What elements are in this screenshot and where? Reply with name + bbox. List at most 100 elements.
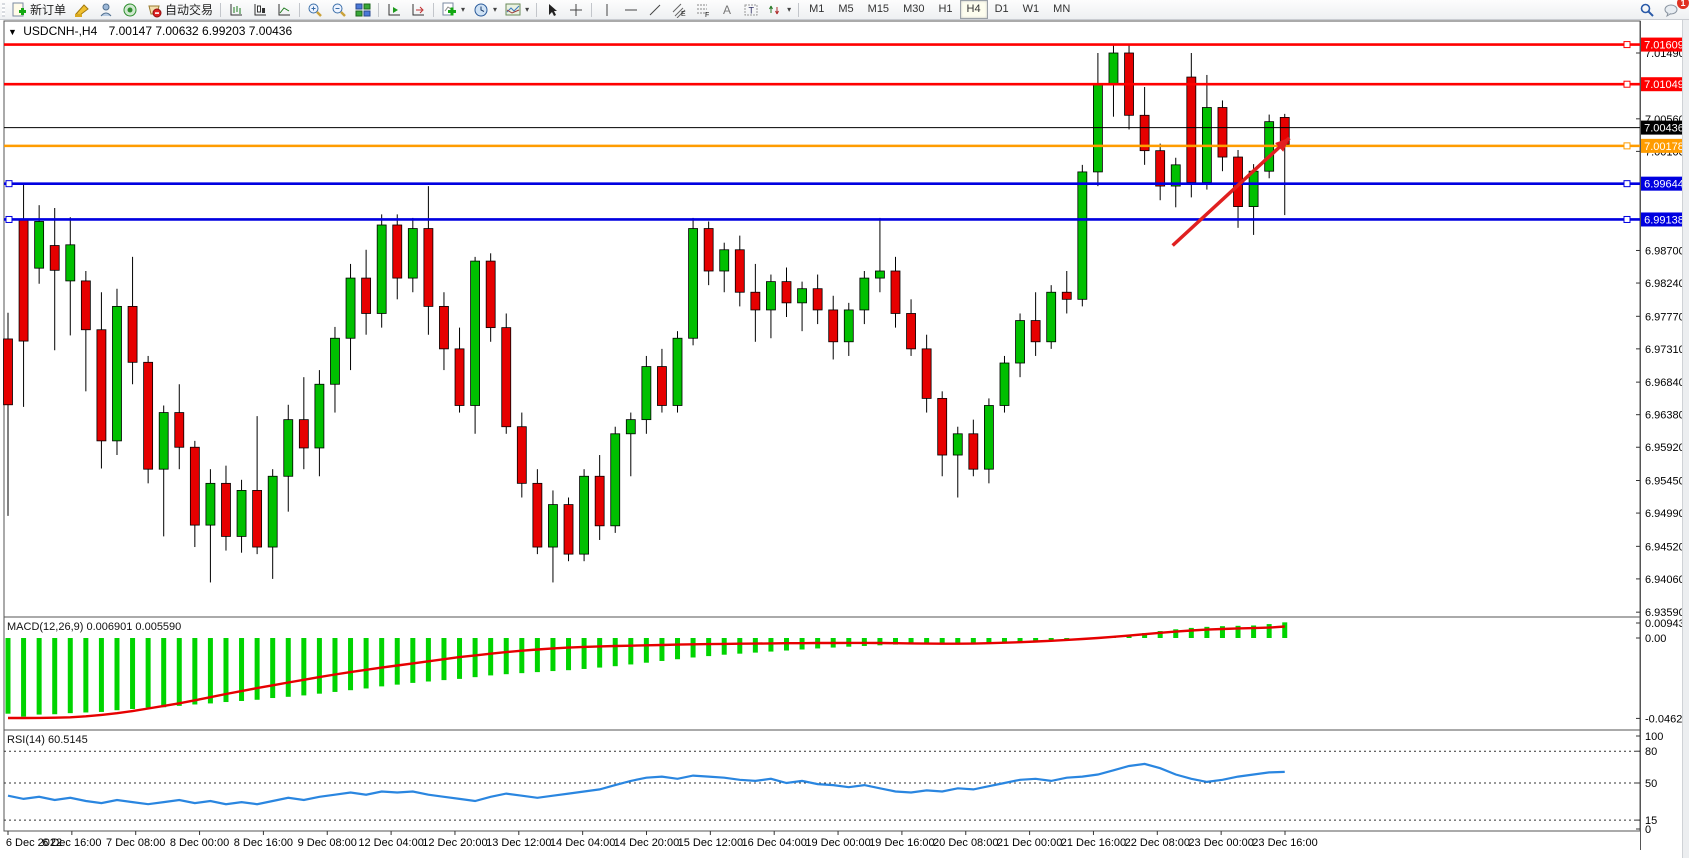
- rsi-line: [7, 762, 1285, 806]
- candle-body: [298, 419, 309, 449]
- cursor-button[interactable]: [540, 1, 564, 18]
- macd-histogram-bar: [503, 638, 509, 675]
- window-edge-strip: [1682, 20, 1689, 858]
- highlighter-button[interactable]: [70, 1, 94, 18]
- shapes-button[interactable]: ▾: [763, 1, 795, 18]
- auto-scroll-button[interactable]: [406, 1, 430, 18]
- line-handle[interactable]: [1623, 41, 1631, 49]
- price-tick-label: 6.97310: [1645, 344, 1685, 356]
- chart-bars-button[interactable]: [224, 1, 248, 18]
- price-tick-label: 6.98700: [1645, 245, 1685, 257]
- candle-body: [439, 305, 449, 350]
- zoom-in-button[interactable]: [303, 1, 327, 18]
- timeframe-button-D1[interactable]: D1: [994, 3, 1009, 15]
- chart-title[interactable]: ▼ USDCNH-,H4 7.00147 7.00632 6.99203 7.0…: [8, 24, 292, 38]
- candle-body: [688, 228, 698, 339]
- chart-dropdown-icon[interactable]: ▼: [8, 27, 17, 37]
- toolbar-separator: [378, 2, 380, 17]
- macd-histogram-bar: [316, 638, 322, 694]
- timeframe-button-M30[interactable]: M30: [903, 3, 925, 15]
- macd-axis-label: 0.00943: [1645, 618, 1685, 630]
- macd-panel[interactable]: [3, 616, 1641, 731]
- signal-button[interactable]: [118, 1, 142, 18]
- timeframe-button-M1[interactable]: M1: [809, 3, 825, 15]
- toolbar-separator: [433, 2, 435, 17]
- periods-button[interactable]: ▾: [469, 1, 501, 18]
- macd-histogram-bar: [768, 638, 774, 652]
- trend-arrow-line[interactable]: [1171, 136, 1291, 247]
- rsi-panel[interactable]: [3, 729, 1641, 832]
- templates-button[interactable]: ▾: [501, 1, 533, 18]
- zoom-out-button[interactable]: [327, 1, 351, 18]
- chart-window[interactable]: 7.014907.005607.001006.987006.982406.977…: [0, 20, 1689, 858]
- timeframe-button-MN[interactable]: MN: [1053, 3, 1071, 15]
- macd-histogram-bar: [192, 638, 198, 705]
- line-handle[interactable]: [1623, 142, 1631, 150]
- line-handle[interactable]: [5, 215, 13, 223]
- indicators-button[interactable]: ▾: [437, 1, 469, 18]
- chart-candles-button[interactable]: [248, 1, 272, 18]
- timeframe-button-H1[interactable]: H1: [938, 3, 953, 15]
- candle-body: [80, 280, 91, 331]
- candle-body: [1046, 291, 1057, 343]
- main-panel[interactable]: [3, 20, 1641, 618]
- candle-body: [594, 475, 605, 527]
- macd-histogram-bar: [348, 638, 354, 691]
- text-label-button[interactable]: T: [739, 1, 763, 18]
- candle-chart-icon: [252, 2, 268, 18]
- level-price-label-box: [1641, 37, 1687, 52]
- macd-histogram-bar: [690, 638, 696, 658]
- new-order-button[interactable]: 新订单: [7, 1, 70, 18]
- line-handle[interactable]: [1623, 180, 1631, 188]
- timeframe-button-H4[interactable]: H4: [959, 0, 988, 19]
- chart-line-button[interactable]: [272, 1, 296, 18]
- candle-body: [625, 419, 636, 435]
- candle-body: [407, 228, 418, 279]
- macd-histogram-bar: [52, 638, 58, 715]
- timeframe-group: M1 M5 M15 M30 H1 H4 D1 W1 MN: [802, 0, 1077, 19]
- hline-button[interactable]: [619, 1, 643, 18]
- line-handle[interactable]: [1623, 80, 1631, 88]
- chart-shift-button[interactable]: [382, 1, 406, 18]
- candle-body: [968, 433, 979, 470]
- candle-body: [828, 309, 839, 343]
- channel-button[interactable]: E: [667, 1, 691, 18]
- search-button[interactable]: [1635, 1, 1659, 18]
- line-handle[interactable]: [1623, 215, 1631, 223]
- chart-canvas[interactable]: 7.014907.005607.001006.987006.982406.977…: [0, 20, 1689, 858]
- notifications-button[interactable]: 1: [1659, 0, 1689, 18]
- level-price-label: 6.99644: [1644, 179, 1684, 191]
- candle-body: [641, 366, 652, 421]
- text-button[interactable]: A: [715, 1, 739, 18]
- toolbar-grip[interactable]: [2, 2, 5, 17]
- macd-histogram-bar: [939, 638, 945, 644]
- time-axis-label: 23 Dec 00:00: [1188, 837, 1253, 849]
- candle-body: [657, 366, 667, 406]
- fibonacci-button[interactable]: F: [691, 1, 715, 18]
- candle-body: [376, 224, 387, 314]
- zoom-in-icon: [307, 2, 323, 18]
- vline-button[interactable]: [595, 1, 619, 18]
- trendline-button[interactable]: [643, 1, 667, 18]
- auto-trading-label: 自动交易: [165, 3, 214, 17]
- price-tick-label: 6.98240: [1645, 278, 1685, 290]
- candle-body: [750, 291, 761, 311]
- trade-levels-button[interactable]: [94, 1, 118, 18]
- timeframe-button-M5[interactable]: M5: [838, 3, 854, 15]
- line-handle[interactable]: [5, 180, 13, 188]
- candle-body: [330, 337, 340, 385]
- chat-bubble-icon: [1663, 2, 1679, 18]
- crosshair-button[interactable]: [564, 1, 588, 18]
- timeframe-button-M15[interactable]: M15: [867, 3, 890, 15]
- time-axis-label: 12 Dec 04:00: [358, 837, 423, 849]
- macd-histogram-bar: [239, 638, 245, 701]
- auto-trading-button[interactable]: 自动交易: [142, 1, 217, 18]
- macd-histogram-bar: [145, 638, 151, 708]
- macd-histogram-bar: [332, 638, 338, 692]
- macd-histogram-bar: [21, 638, 27, 717]
- candle-body: [843, 309, 854, 343]
- tile-windows-button[interactable]: [351, 1, 375, 18]
- timeframe-button-W1[interactable]: W1: [1022, 3, 1040, 15]
- signal-icon: [122, 2, 138, 18]
- candle-body: [267, 475, 278, 548]
